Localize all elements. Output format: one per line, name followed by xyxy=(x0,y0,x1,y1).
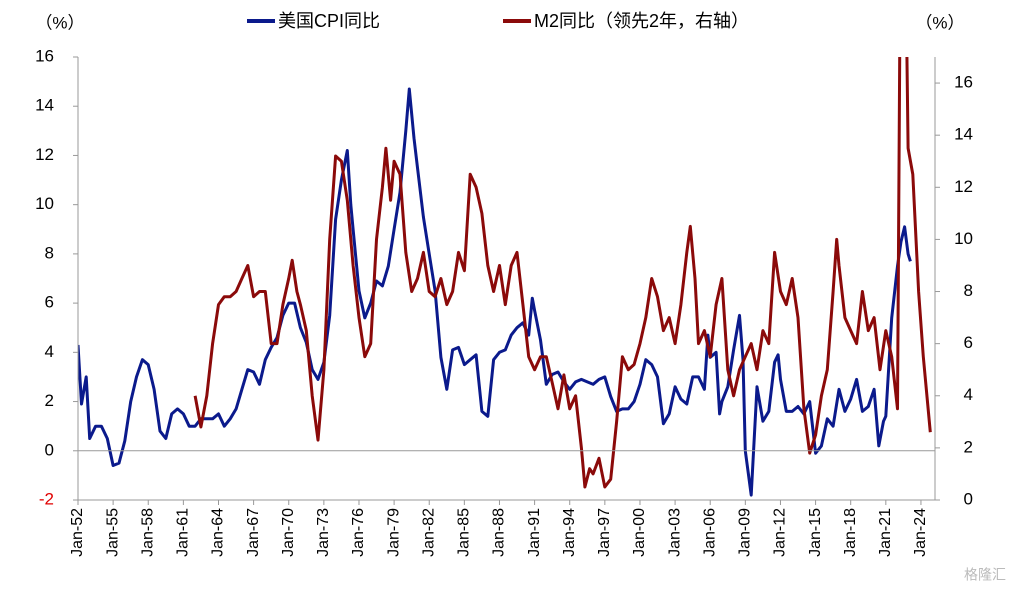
x-tick-label: Jan-55 xyxy=(104,508,121,557)
x-tick-label: Jan-06 xyxy=(701,508,718,557)
x-tick-label: Jan-18 xyxy=(842,508,859,557)
x-tick-label: Jan-76 xyxy=(350,508,367,557)
x-tick-label: Jan-09 xyxy=(737,508,754,557)
x-tick-label: Jan-85 xyxy=(456,508,473,557)
y2-tick-label: 12 xyxy=(954,177,973,196)
x-tick-label: Jan-21 xyxy=(877,508,894,557)
x-tick-label: Jan-88 xyxy=(491,508,508,557)
y-tick-label: 0 xyxy=(45,440,54,459)
y2-tick-label: 4 xyxy=(964,385,973,404)
y2-tick-label: 16 xyxy=(954,73,973,92)
x-tick-label: Jan-52 xyxy=(69,508,86,557)
y-tick-label: 8 xyxy=(45,243,54,262)
x-tick-label: Jan-12 xyxy=(772,508,789,557)
y-tick-label: 6 xyxy=(45,293,54,312)
y-tick-label: 16 xyxy=(35,46,54,65)
x-tick-label: Jan-00 xyxy=(631,508,648,557)
x-tick-label: Jan-94 xyxy=(561,508,578,557)
x-tick-label: Jan-03 xyxy=(666,508,683,557)
y-tick-label: 4 xyxy=(45,342,54,361)
series-line xyxy=(193,57,932,489)
x-tick-label: Jan-73 xyxy=(315,508,332,557)
x-tick-label: Jan-91 xyxy=(526,508,543,557)
x-tick-label: Jan-70 xyxy=(280,508,297,557)
y-tick-label: 12 xyxy=(35,145,54,164)
x-tick-label: Jan-82 xyxy=(420,508,437,557)
series-line xyxy=(78,87,912,497)
y2-tick-label: 0 xyxy=(964,489,973,508)
y-tick-label: 10 xyxy=(35,194,54,213)
x-tick-label: Jan-61 xyxy=(175,508,192,557)
legend-label: M2同比（领先2年，右轴） xyxy=(534,11,749,31)
y-tick-label: 14 xyxy=(35,96,54,115)
y2-tick-label: 8 xyxy=(964,281,973,300)
y-axis-unit: （%） xyxy=(35,13,84,32)
x-tick-label: Jan-58 xyxy=(139,508,156,557)
y2-tick-label: 2 xyxy=(964,437,973,456)
y-tick-label: 2 xyxy=(45,391,54,410)
y2-tick-label: 6 xyxy=(964,333,973,352)
legend-label: 美国CPI同比 xyxy=(278,11,380,31)
plot-area xyxy=(78,57,932,497)
x-tick-label: Jan-15 xyxy=(807,508,824,557)
x-tick-label: Jan-67 xyxy=(245,508,262,557)
x-tick-label: Jan-64 xyxy=(210,508,227,557)
y2-tick-label: 10 xyxy=(954,229,973,248)
y2-axis-unit: （%） xyxy=(915,13,964,32)
y2-tick-label: 14 xyxy=(954,125,973,144)
x-tick-label: Jan-79 xyxy=(385,508,402,557)
watermark: 格隆汇 xyxy=(964,567,1006,583)
y-tick-label: -2 xyxy=(39,489,54,508)
x-tick-label: Jan-24 xyxy=(912,508,929,557)
x-tick-label: Jan-97 xyxy=(596,508,613,557)
